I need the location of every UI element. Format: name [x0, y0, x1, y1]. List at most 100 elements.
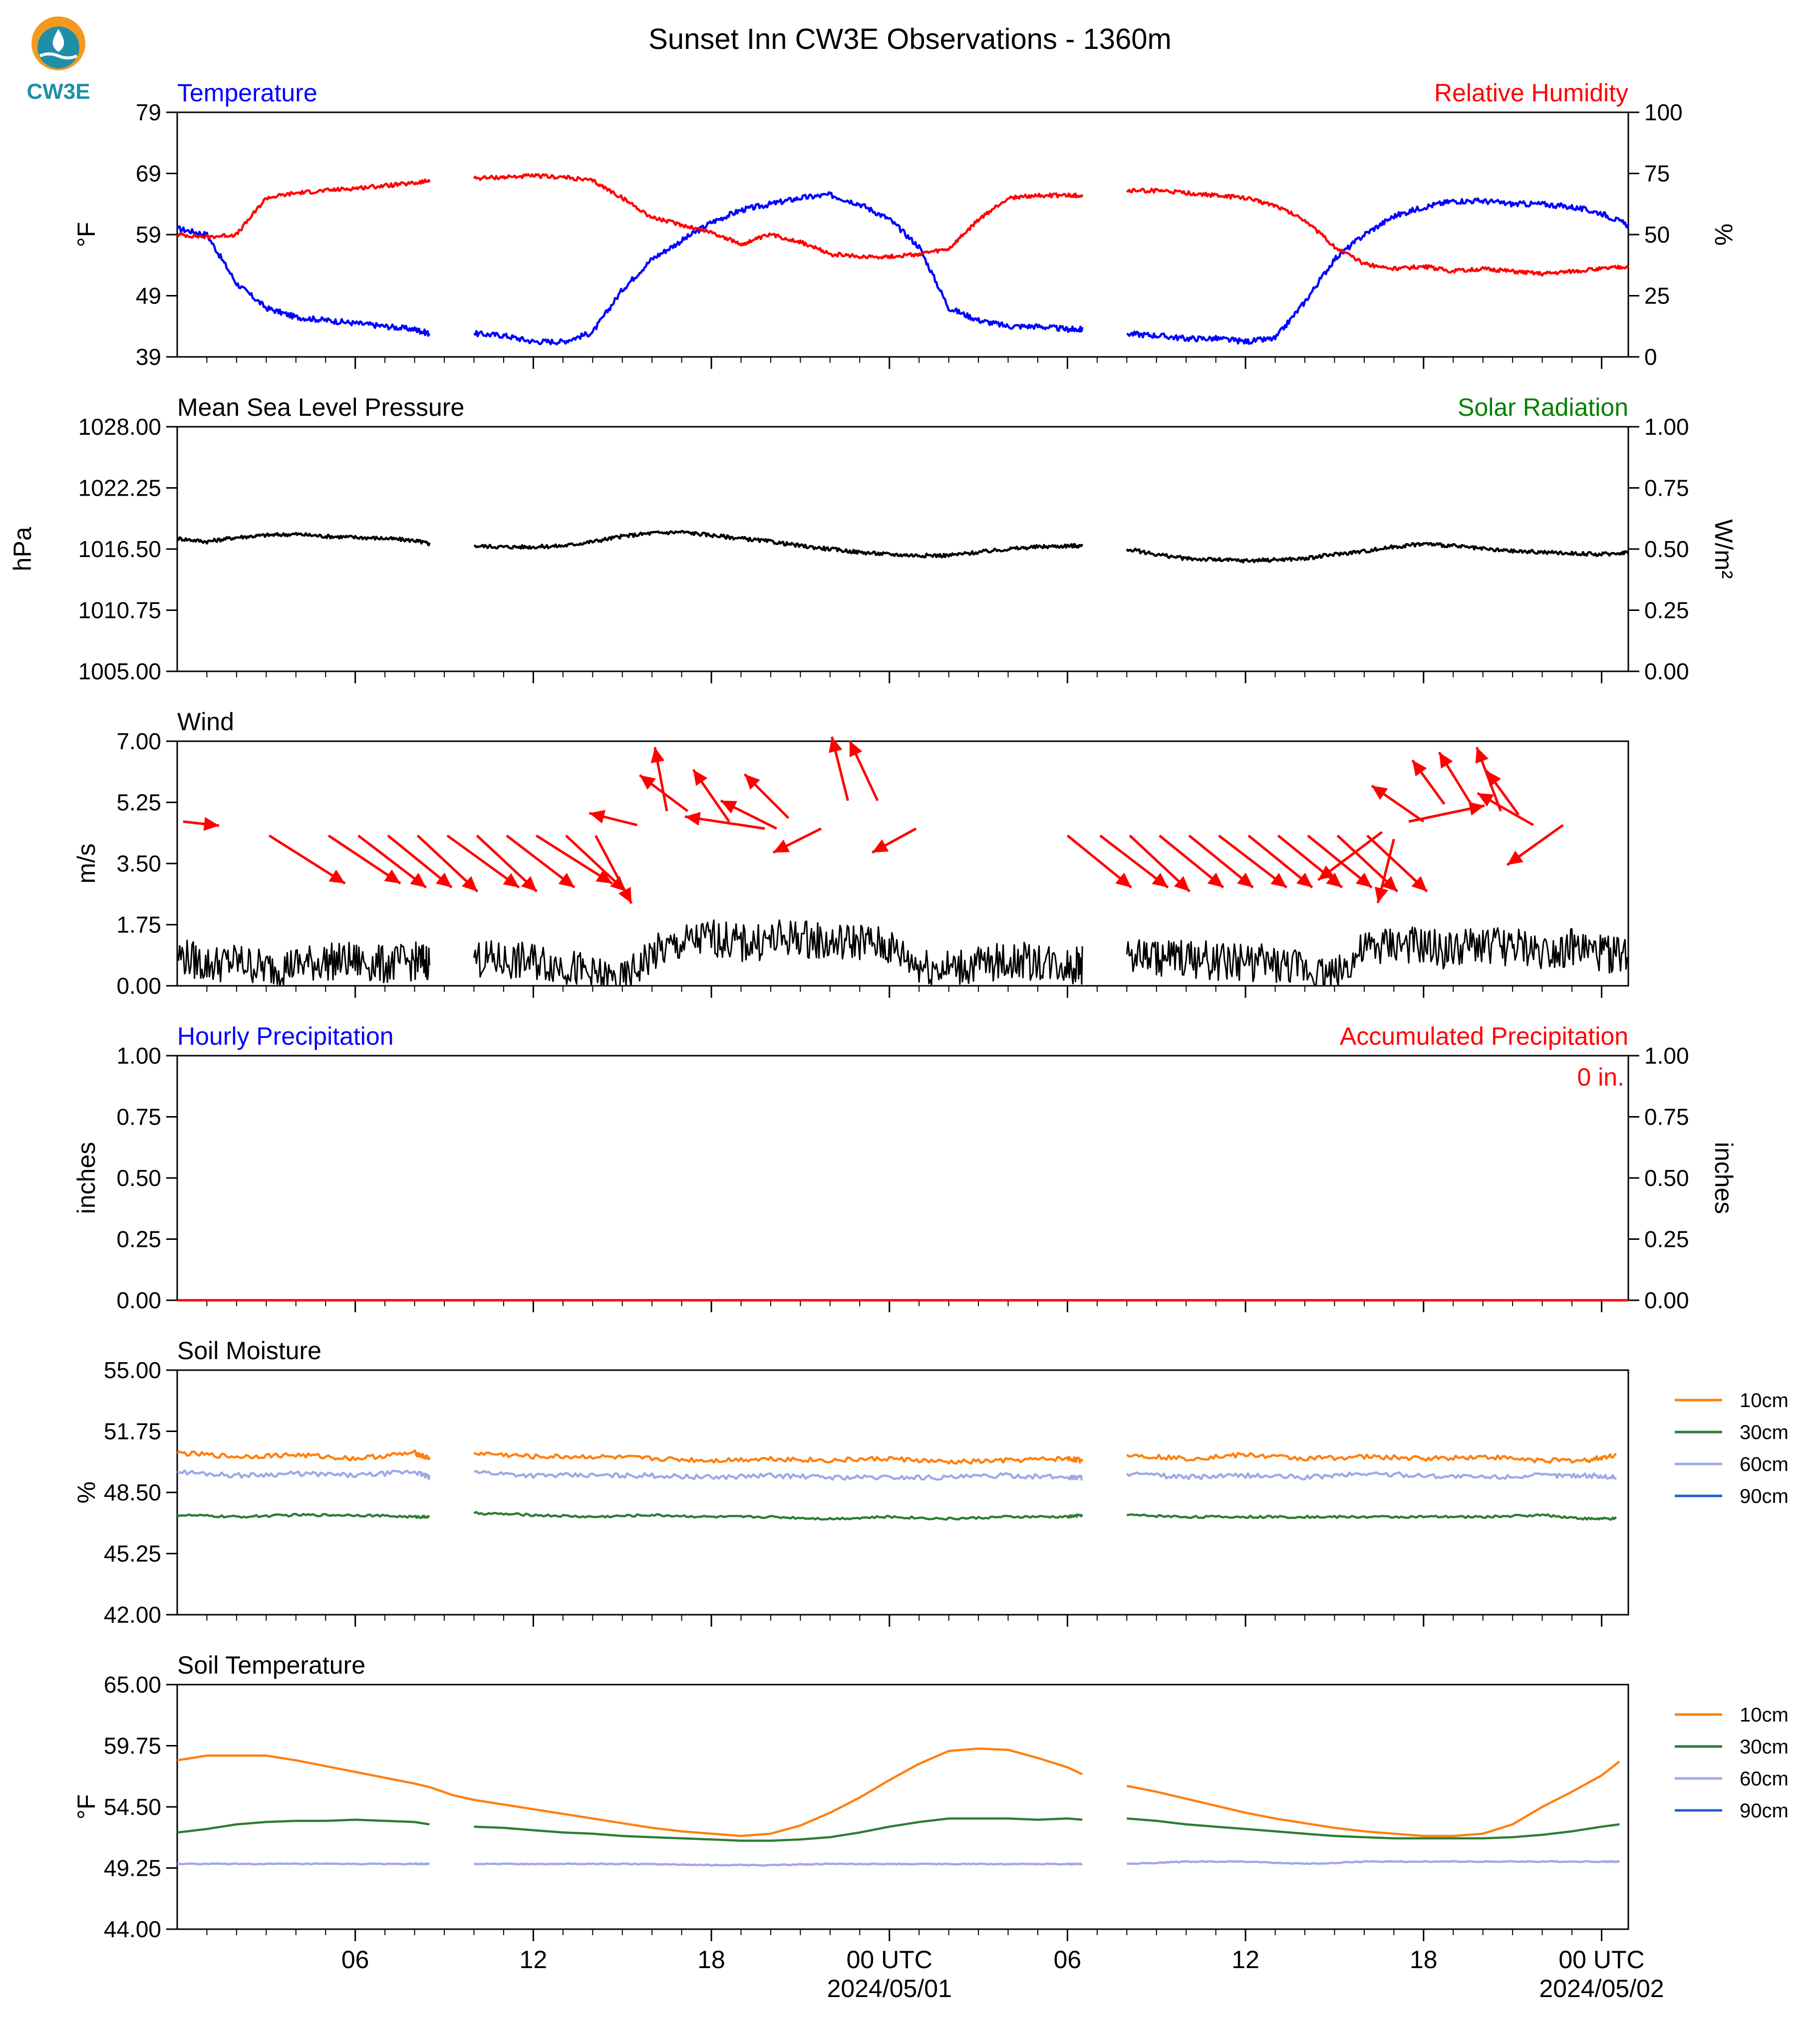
wind-arrow-head: [1487, 771, 1502, 787]
wind-arrow-head: [829, 737, 843, 753]
y2-tick-label: 100: [1644, 99, 1683, 125]
wind-arrow-head: [1411, 876, 1427, 891]
y-tick-label: 3.50: [116, 851, 161, 876]
y2-tick-label: 0: [1644, 344, 1657, 370]
y-tick-label: 44.00: [104, 1916, 161, 1942]
wind-arrow-head: [1477, 793, 1494, 807]
legend-label: 30cm: [1740, 1422, 1789, 1444]
y-tick-label: 51.75: [104, 1419, 161, 1445]
y2-tick-label: 75: [1644, 161, 1670, 187]
y2-tick-label: 0.00: [1644, 658, 1689, 684]
y-tick-label: 39: [136, 344, 161, 370]
wind-arrow-head: [462, 876, 478, 891]
legend-label: 90cm: [1740, 1485, 1789, 1507]
series-temp-rh-0-segment-2: [1126, 197, 1630, 345]
panel-wind: Wind 0.00 1.75 3.50 5.25 7.00 m/s: [72, 708, 1629, 999]
panel-title-right: Accumulated Precipitation: [1340, 1022, 1628, 1050]
logo-wave-icon: [39, 52, 78, 59]
wind-arrow-head: [589, 810, 606, 824]
wind-arrow-head: [1439, 752, 1453, 769]
wind-arrow-head: [1270, 872, 1287, 887]
y-tick-label: 5.25: [116, 790, 161, 816]
y-axis-label: °F: [72, 1794, 100, 1820]
wind-arrow-head: [1468, 802, 1485, 816]
y-tick-label: 69: [136, 161, 161, 187]
y2-tick-label: 25: [1644, 283, 1670, 309]
y2-tick-label: 0.50: [1644, 1165, 1689, 1191]
y-tick-label: 1022.25: [78, 475, 161, 501]
series-soil-temp-1-segment-0: [177, 1818, 430, 1834]
x-tick-date-label: 2024/05/02: [1539, 1975, 1664, 2003]
wind-arrow-head: [1412, 760, 1427, 777]
panel-title-left: Soil Temperature: [177, 1651, 365, 1679]
wind-arrow-head: [849, 741, 863, 758]
wind-arrow-head: [558, 872, 575, 887]
y-tick-label: 59: [136, 222, 161, 248]
y-tick-label: 0.00: [116, 1287, 161, 1313]
panel-precip: Hourly Precipitation Accumulated Precipit…: [72, 1022, 1738, 1313]
wind-arrow-head: [1237, 872, 1253, 887]
x-tick-label: 12: [1231, 1946, 1259, 1974]
y-tick-label: 1010.75: [78, 597, 161, 623]
precip-total-annotation: 0 in.: [1577, 1063, 1624, 1091]
wind-arrow-head: [521, 876, 537, 891]
y-axis-label: inches: [72, 1142, 100, 1214]
wind-arrow-head: [203, 817, 219, 831]
wind-arrow-head: [1318, 865, 1334, 880]
panel-title-left: Wind: [177, 708, 234, 736]
legend-label: 30cm: [1740, 1736, 1789, 1758]
y2-tick-label: 0.50: [1644, 536, 1689, 562]
wind-arrow-head: [618, 886, 632, 903]
wind-arrow-head: [503, 873, 519, 887]
series-soil-moisture-1-segment-0: [177, 1512, 430, 1519]
wind-arrow-head: [1371, 786, 1388, 800]
y2-tick-label: 1.00: [1644, 414, 1689, 440]
panel-title-left: Temperature: [177, 79, 317, 107]
cw3e-logo: CW3E: [26, 16, 90, 104]
wind-arrow-head: [435, 872, 452, 887]
y-axis-label: hPa: [8, 527, 36, 571]
y2-axis-label: W/m²: [1710, 519, 1738, 579]
y2-tick-label: 0.25: [1644, 1226, 1689, 1252]
y-tick-label: 1016.50: [78, 536, 161, 562]
legend-label: 60cm: [1740, 1768, 1789, 1790]
wind-arrow-head: [1355, 872, 1372, 887]
series-soil-moisture-2-segment-1: [474, 1469, 1083, 1481]
wind-arrow-head: [1152, 872, 1168, 887]
wind-arrow-head: [1115, 872, 1132, 887]
x-tick-date-label: 2024/05/01: [827, 1975, 952, 2003]
y-tick-label: 48.50: [104, 1479, 161, 1505]
series-temp-rh-0-segment-0: [176, 225, 431, 337]
y2-tick-label: 1.00: [1644, 1043, 1689, 1069]
series-wind-0-segment-2: [1126, 926, 1629, 987]
x-tick-label: 06: [1054, 1946, 1082, 1974]
figure-title: Sunset Inn CW3E Observations - 1360m: [648, 23, 1172, 55]
wind-arrow-head: [1475, 747, 1489, 764]
y-tick-label: 1028.00: [78, 414, 161, 440]
logo-text: CW3E: [26, 79, 90, 104]
series-soil-moisture-2-segment-0: [177, 1469, 431, 1480]
panel-title-left: Soil Moisture: [177, 1337, 321, 1365]
series-wind-0-segment-0: [176, 939, 430, 987]
panel-title-left: Hourly Precipitation: [177, 1022, 394, 1050]
panel-temp-rh: Temperature Relative Humidity 39 49 59 69 79 °F…: [72, 79, 1738, 370]
y-tick-label: 1.75: [116, 912, 161, 938]
series-soil-moisture-1-segment-1: [473, 1511, 1084, 1521]
series-temp-rh-0-segment-1: [473, 191, 1084, 346]
y-tick-label: 7.00: [116, 728, 161, 754]
panel-pressure-solar: Mean Sea Level Pressure Solar Radiation 10…: [8, 393, 1738, 684]
series-soil-temp-2-segment-1: [474, 1862, 1083, 1867]
series-soil-moisture-0-segment-2: [1126, 1451, 1617, 1464]
x-tick-label: 18: [1410, 1946, 1438, 1974]
series-soil-moisture-1-segment-2: [1127, 1513, 1617, 1521]
wind-arrow-head: [596, 869, 612, 883]
wind-arrow-head: [1296, 872, 1313, 887]
wind-arrow-head: [1207, 872, 1223, 887]
wind-arrow-head: [693, 770, 708, 786]
series-pressure-solar-0-segment-0: [176, 532, 431, 547]
legend-label: 60cm: [1740, 1453, 1789, 1475]
series-soil-moisture-2-segment-2: [1126, 1471, 1617, 1480]
y-tick-label: 0.50: [116, 1165, 161, 1191]
logo-drop-icon: [52, 29, 64, 52]
